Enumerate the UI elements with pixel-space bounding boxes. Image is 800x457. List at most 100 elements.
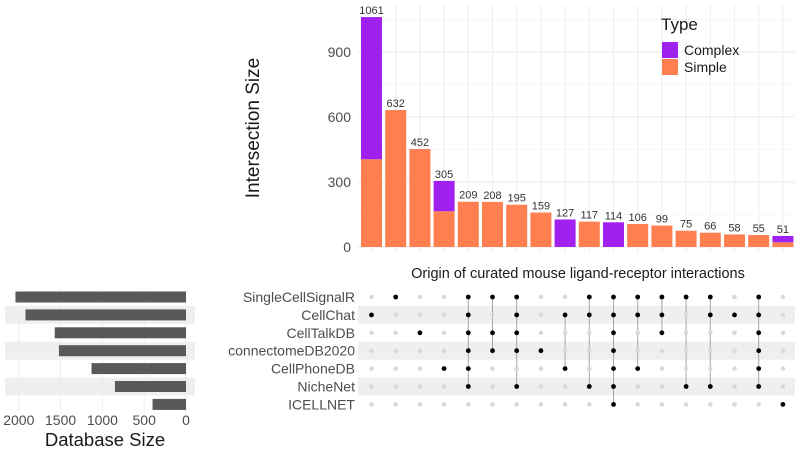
bar-total-label: 106 <box>629 212 647 224</box>
matrix-dot-inactive <box>369 294 374 300</box>
bar-total-label: 58 <box>728 222 740 234</box>
bar-total-label: 66 <box>704 221 716 233</box>
matrix-dot-active <box>732 312 737 318</box>
matrix-dot-inactive <box>490 402 495 407</box>
legend-title: Type <box>661 15 698 34</box>
matrix-dot-inactive <box>562 348 568 354</box>
matrix-dot-inactive <box>441 402 447 407</box>
bar-total-label: 632 <box>387 98 405 110</box>
bar-total-label: 114 <box>605 210 623 222</box>
matrix-dot-inactive <box>732 294 737 300</box>
intersection-matrix <box>369 294 786 407</box>
matrix-dot-inactive <box>635 384 640 389</box>
matrix-dot-inactive <box>708 348 713 354</box>
matrix-dot-active <box>635 312 641 318</box>
set-x-tick-label: 2000 <box>3 412 34 428</box>
matrix-dot-inactive <box>441 312 447 318</box>
legend-swatch <box>662 59 678 75</box>
matrix-dot-inactive <box>369 402 374 407</box>
set-name-label: CellChat <box>301 307 355 323</box>
matrix-dot-active <box>707 312 713 318</box>
set-x-tick-label: 500 <box>133 412 157 428</box>
set-x-tick-label: 1500 <box>45 412 76 428</box>
set-size-bar <box>54 327 186 339</box>
bar-simple <box>578 221 600 247</box>
chart-title: Origin of curated mouse ligand-receptor … <box>411 266 745 282</box>
matrix-dot-active <box>514 330 520 336</box>
bar-simple <box>651 225 673 247</box>
bar-simple <box>385 110 407 248</box>
matrix-dot-inactive <box>683 330 689 336</box>
set-size-bar <box>58 345 186 357</box>
matrix-row-band <box>358 305 795 324</box>
matrix-dot-active <box>586 312 592 318</box>
matrix-dot-inactive <box>393 348 399 354</box>
y-tick-label: 300 <box>328 174 352 190</box>
matrix-dot-inactive <box>441 294 447 300</box>
matrix-dot-inactive <box>562 330 568 336</box>
set-name-label: CellTalkDB <box>287 325 355 341</box>
bar-complex <box>361 17 382 160</box>
intersection-bar-labels: 1061 632 452 305 209 208 195 159 127 117 114 106 99 7… <box>359 5 789 236</box>
matrix-dot-inactive <box>683 348 689 354</box>
matrix-dot-active <box>417 330 423 336</box>
matrix-dot-active <box>611 366 616 371</box>
matrix-dot-inactive <box>538 402 544 407</box>
matrix-dot-active <box>490 330 495 336</box>
matrix-dot-active <box>756 348 762 354</box>
matrix-dot-active <box>611 294 616 300</box>
matrix-dot-inactive <box>369 330 374 336</box>
matrix-dot-inactive <box>708 366 713 371</box>
matrix-dot-inactive <box>732 366 737 371</box>
set-name-label: connectomeDB2020 <box>228 343 355 359</box>
matrix-dot-inactive <box>369 384 374 389</box>
set-name-labels: SingleCellSignalR CellChat CellTalkDB conne… <box>228 289 355 412</box>
bar-total-label: 99 <box>656 214 668 226</box>
matrix-dot-active <box>659 312 665 318</box>
matrix-dot-inactive <box>538 294 544 300</box>
matrix-dot-inactive <box>780 366 786 371</box>
bar-simple <box>675 230 697 247</box>
matrix-dot-active <box>780 402 786 407</box>
set-name-label: CellPhoneDB <box>271 361 355 377</box>
matrix-dot-active <box>683 294 689 300</box>
matrix-dot-inactive <box>514 402 519 407</box>
set-x-tick-label: 0 <box>182 412 190 428</box>
matrix-dot-active <box>611 312 616 318</box>
matrix-dot-active <box>514 384 520 389</box>
matrix-dot-active <box>538 348 544 354</box>
intersection-bars <box>361 17 794 248</box>
bar-complex <box>603 222 624 247</box>
matrix-dot-inactive <box>441 330 447 336</box>
bar-total-label: 452 <box>411 137 429 149</box>
matrix-dot-active <box>635 294 641 300</box>
matrix-dot-inactive <box>780 294 786 300</box>
bar-simple <box>772 242 794 247</box>
bar-simple <box>433 211 455 247</box>
matrix-dot-inactive <box>659 366 665 371</box>
matrix-dot-inactive <box>659 402 665 407</box>
matrix-dot-active <box>659 330 665 336</box>
matrix-dot-active <box>683 384 689 389</box>
matrix-dot-active <box>514 294 520 300</box>
bar-total-label: 209 <box>459 190 477 202</box>
set-size-bar <box>152 398 186 410</box>
matrix-dot-inactive <box>393 330 399 336</box>
matrix-dot-active <box>707 384 713 389</box>
matrix-dot-inactive <box>732 384 737 389</box>
matrix-dot-inactive <box>587 330 592 336</box>
matrix-dot-active <box>586 294 592 300</box>
matrix-dot-inactive <box>466 402 471 407</box>
bar-total-label: 117 <box>581 210 599 222</box>
matrix-dot-inactive <box>393 312 399 318</box>
bar-total-label: 208 <box>483 190 501 202</box>
matrix-dot-inactive <box>587 402 592 407</box>
matrix-dot-active <box>635 366 641 371</box>
y-tick-label: 600 <box>328 109 352 125</box>
matrix-dot-inactive <box>490 384 495 389</box>
matrix-dot-inactive <box>562 384 568 389</box>
matrix-dot-inactive <box>441 348 447 354</box>
bar-simple <box>457 201 479 247</box>
matrix-dot-active <box>490 294 495 300</box>
